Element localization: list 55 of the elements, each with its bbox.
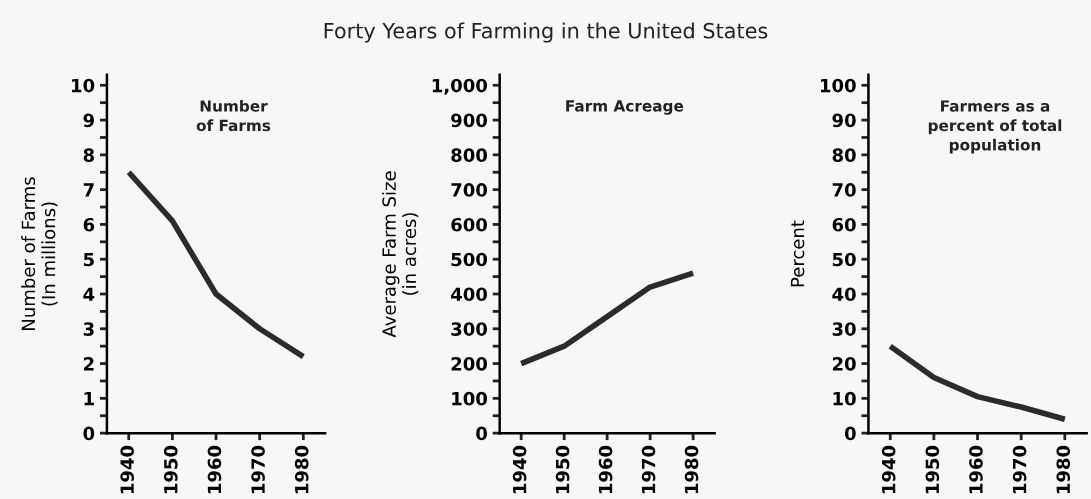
- y-tick-label: 9: [83, 113, 94, 128]
- y-tick-label: 200: [451, 357, 488, 371]
- y-tick-label: 100: [820, 78, 856, 93]
- y-tick-label: 1: [84, 392, 94, 406]
- x-tick-label: 1980: [294, 445, 309, 494]
- y-axis-title: Percent: [790, 220, 805, 287]
- y-tick-label: 10: [833, 391, 856, 406]
- y-tick-label: 0: [844, 426, 856, 441]
- x-tick-label: 1970: [1012, 445, 1027, 494]
- x-tick-label: 1980: [1056, 445, 1071, 494]
- y-tick-label: 30: [832, 322, 856, 336]
- x-tick-label: 1980: [684, 445, 699, 494]
- y-axis-title: Average Farm Size (in acres): [381, 171, 419, 338]
- x-tick-label: 1940: [512, 445, 527, 494]
- y-tick-label: 60: [832, 217, 856, 232]
- x-tick-label: 1960: [969, 445, 983, 494]
- annotation: Number of Farms: [196, 99, 271, 132]
- y-tick-label: 20: [832, 357, 856, 371]
- x-tick-label: 1940: [120, 445, 134, 494]
- annotation: Farm Acreage: [566, 100, 684, 115]
- y-tick-label: 10: [72, 78, 95, 93]
- y-tick-label: 700: [451, 183, 488, 197]
- y-tick-label: 500: [451, 252, 488, 267]
- y-tick-label: 300: [451, 322, 488, 336]
- y-tick-label: 40: [832, 287, 856, 302]
- y-tick-label: 6: [83, 217, 95, 232]
- annotation: Farmers as a percent of total population: [928, 100, 1062, 154]
- x-tick-label: 1960: [598, 445, 613, 494]
- y-tick-label: 0: [476, 426, 488, 441]
- x-tick-label: 1970: [251, 445, 265, 494]
- y-tick-label: 7: [83, 183, 94, 197]
- y-tick-label: 800: [451, 148, 488, 162]
- y-tick-label: 90: [832, 113, 856, 128]
- x-tick-label: 1960: [207, 445, 222, 494]
- y-axis-title: Number of Farms (In millions): [21, 177, 58, 330]
- y-tick-label: 600: [451, 217, 488, 232]
- chart-title: Forty Years of Farming in the United States: [324, 22, 768, 43]
- y-tick-label: 8: [83, 148, 94, 162]
- y-tick-label: 0: [83, 426, 95, 441]
- y-tick-label: 5: [83, 252, 94, 267]
- y-tick-label: 900: [451, 113, 488, 128]
- y-tick-label: 100: [452, 391, 488, 406]
- x-tick-label: 1950: [555, 445, 570, 494]
- y-tick-label: 4: [83, 287, 95, 301]
- y-tick-label: 400: [451, 287, 488, 302]
- y-tick-label: 70: [832, 183, 856, 197]
- y-tick-label: 2: [83, 357, 94, 371]
- y-tick-label: 1,000: [432, 78, 488, 95]
- x-tick-label: 1950: [163, 445, 178, 494]
- y-tick-label: 50: [832, 252, 856, 267]
- y-tick-label: 80: [832, 148, 856, 162]
- x-tick-label: 1950: [925, 445, 940, 494]
- y-tick-label: 3: [83, 322, 94, 336]
- x-tick-label: 1970: [641, 445, 656, 494]
- x-tick-label: 1940: [881, 445, 896, 494]
